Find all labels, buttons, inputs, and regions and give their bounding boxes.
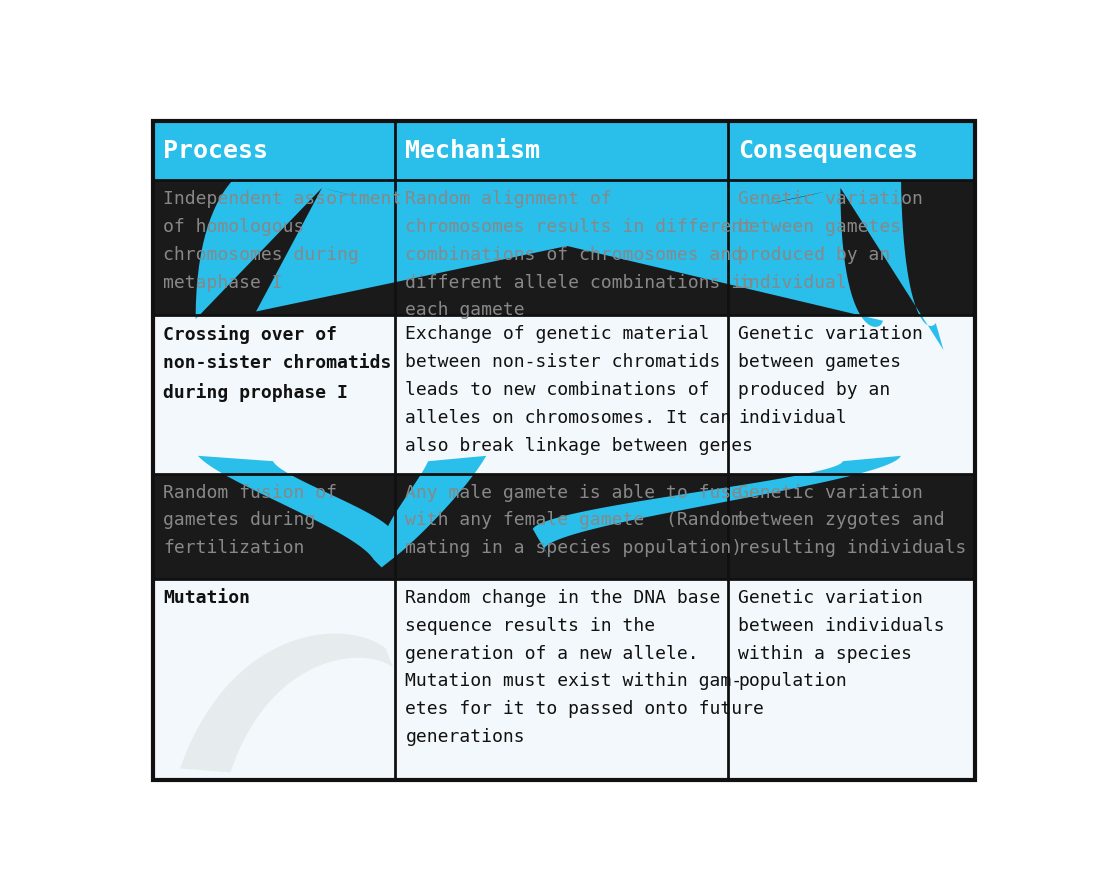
Text: Mutation: Mutation xyxy=(163,589,250,607)
Polygon shape xyxy=(198,456,394,567)
Text: Independent assortment
of homologous
chromosomes during
metaphase I: Independent assortment of homologous chr… xyxy=(163,190,403,292)
Text: Consequences: Consequences xyxy=(738,138,918,162)
Text: Random fusion of
gametes during
fertilization: Random fusion of gametes during fertiliz… xyxy=(163,483,337,558)
Text: Genetic variation
between zygotes and
resulting individuals: Genetic variation between zygotes and re… xyxy=(738,483,967,558)
Bar xyxy=(153,180,975,316)
Text: Random change in the DNA base
sequence results in the
generation of a new allele: Random change in the DNA base sequence r… xyxy=(406,589,764,746)
Text: Any male gamete is able to fuse
with any female gamete  (Random
mating in a spec: Any male gamete is able to fuse with any… xyxy=(406,483,742,558)
Text: Genetic variation
between individuals
within a species
population: Genetic variation between individuals wi… xyxy=(738,589,945,690)
Polygon shape xyxy=(196,153,944,350)
Bar xyxy=(153,579,975,780)
Polygon shape xyxy=(180,633,394,772)
Text: Genetic variation
between gametes
produced by an
individual: Genetic variation between gametes produc… xyxy=(738,326,923,426)
Text: Random alignment of
chromosomes results in different
combinations of chromosomes: Random alignment of chromosomes results … xyxy=(406,190,754,319)
Text: Process: Process xyxy=(163,138,268,162)
Bar xyxy=(153,316,975,474)
Bar xyxy=(153,121,975,180)
Text: Crossing over of
non-sister chromatids
during prophase I: Crossing over of non-sister chromatids d… xyxy=(163,326,392,401)
Text: Genetic variation
between gametes
produced by an
individual: Genetic variation between gametes produc… xyxy=(738,190,923,292)
Polygon shape xyxy=(532,456,901,556)
Bar xyxy=(153,474,975,579)
Polygon shape xyxy=(382,456,486,567)
Text: Exchange of genetic material
between non-sister chromatids
leads to new combinat: Exchange of genetic material between non… xyxy=(406,326,754,455)
Text: Mechanism: Mechanism xyxy=(406,138,540,162)
